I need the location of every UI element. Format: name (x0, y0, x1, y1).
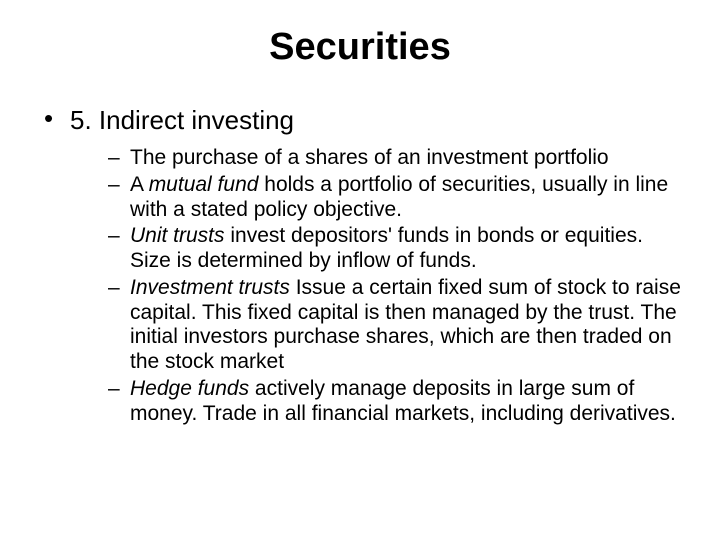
sub-item-term: Investment trusts (130, 276, 290, 299)
sub-item-term: Hedge funds (130, 377, 249, 400)
list-item: A mutual fund holds a portfolio of secur… (108, 173, 684, 223)
slide-title: Securities (36, 26, 684, 69)
sub-item-prefix: A (130, 173, 149, 196)
bullet-list-level1: 5. Indirect investing The purchase of a … (36, 105, 684, 426)
list-item-main: 5. Indirect investing The purchase of a … (44, 105, 684, 426)
list-item: Investment trusts Issue a certain fixed … (108, 276, 684, 375)
main-item-text: 5. Indirect investing (70, 105, 294, 135)
sub-item-term: mutual fund (149, 173, 259, 196)
sub-item-text: The purchase of a shares of an investmen… (130, 146, 609, 169)
list-item: The purchase of a shares of an investmen… (108, 146, 684, 171)
list-item: Unit trusts invest depositors' funds in … (108, 224, 684, 274)
bullet-list-level2: The purchase of a shares of an investmen… (70, 146, 684, 426)
list-item: Hedge funds actively manage deposits in … (108, 377, 684, 427)
sub-item-term: Unit trusts (130, 224, 225, 247)
